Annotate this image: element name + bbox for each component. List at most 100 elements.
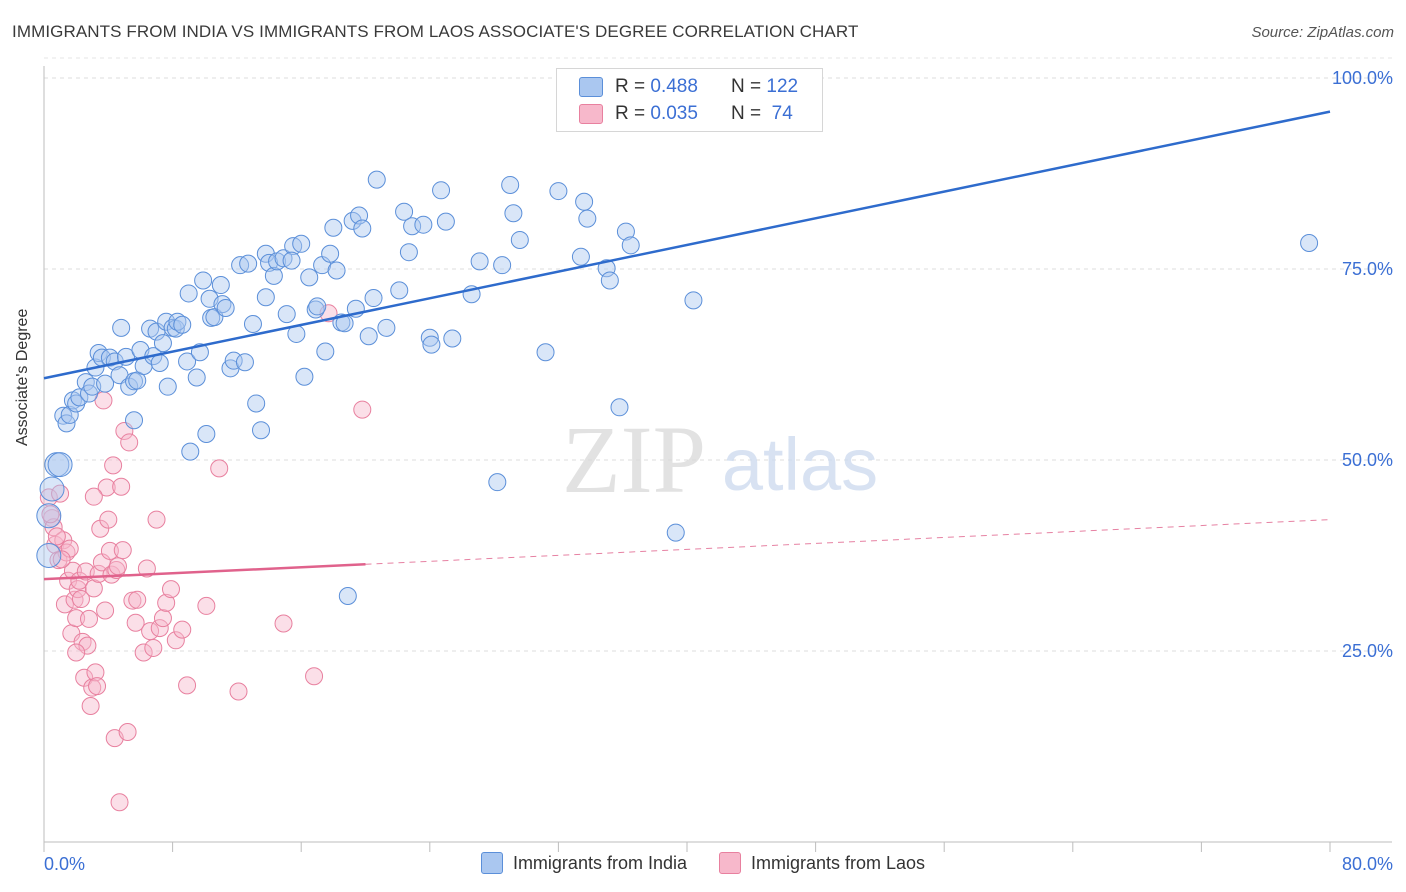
india-point — [501, 175, 520, 194]
watermark-zip: ZIP — [562, 406, 706, 513]
laos-trend-line-dashed — [365, 519, 1331, 565]
laos-point — [123, 591, 142, 610]
legend-item-india[interactable]: Immigrants from India — [480, 852, 687, 874]
legend-swatch-laos — [719, 852, 741, 874]
laos-point — [86, 663, 105, 682]
india-point — [112, 318, 131, 337]
laos-point — [63, 561, 82, 580]
india-point — [338, 586, 357, 605]
laos-point — [150, 619, 169, 638]
laos-swatch — [579, 104, 603, 124]
india-point — [316, 342, 335, 361]
y-tick-label: 75.0% — [1342, 259, 1393, 279]
india-point — [295, 367, 314, 386]
laos-point — [153, 609, 172, 628]
laos-point — [41, 505, 60, 524]
watermark-atlas: atlas — [722, 423, 878, 506]
india-point — [1300, 234, 1319, 253]
india-point — [575, 192, 594, 211]
laos-point — [161, 580, 180, 599]
india-point — [224, 351, 243, 370]
trend-lines — [43, 110, 1331, 581]
laos-point — [118, 722, 137, 741]
laos-n-value: 74 — [766, 103, 793, 124]
laos-point — [134, 643, 153, 662]
india-point — [321, 244, 340, 263]
laos-point — [173, 620, 192, 639]
y-tick-label: 25.0% — [1342, 641, 1393, 661]
legend-swatch-india — [480, 852, 503, 874]
india-point — [432, 181, 451, 200]
india-point — [264, 266, 283, 285]
laos-point — [229, 682, 248, 701]
laos-point — [144, 638, 163, 657]
india-point — [359, 327, 378, 346]
india-point — [536, 343, 555, 362]
india-point — [187, 368, 206, 387]
india-point — [403, 217, 422, 236]
india-point — [36, 543, 62, 568]
india-point — [327, 261, 346, 280]
legend-item-laos[interactable]: Immigrants from Laos — [719, 852, 925, 874]
india-point — [324, 218, 343, 237]
india-point — [666, 523, 685, 542]
india-point — [578, 209, 597, 228]
laos-point — [88, 677, 107, 696]
laos-point — [99, 510, 118, 529]
laos-point — [100, 541, 119, 560]
series-india-points — [36, 170, 1319, 605]
india-point — [70, 388, 89, 407]
india-point — [684, 291, 703, 310]
india-point — [422, 335, 441, 354]
india-point — [76, 373, 95, 392]
laos-point — [353, 400, 372, 419]
laos-point — [112, 477, 131, 496]
legend-label-laos: Immigrants from Laos — [751, 852, 926, 873]
india-point — [277, 305, 296, 324]
india-point — [197, 425, 216, 444]
laos-point — [110, 793, 129, 812]
axes — [43, 66, 1392, 852]
india-point — [181, 442, 200, 461]
india-point — [493, 256, 512, 275]
laos-point — [147, 510, 166, 529]
laos-r-label: R = — [615, 103, 651, 124]
laos-point — [137, 559, 156, 578]
india-point — [125, 411, 144, 430]
laos-point — [113, 541, 132, 560]
laos-point — [96, 601, 115, 620]
laos-point — [67, 609, 86, 628]
y-tick-label: 50.0% — [1342, 450, 1393, 470]
laos-point — [120, 433, 139, 452]
india-point — [420, 328, 439, 347]
india-point — [616, 222, 635, 241]
laos-point — [178, 676, 197, 695]
chart-source: Source: ZipAtlas.com — [1251, 24, 1394, 41]
laos-point — [274, 614, 293, 633]
india-point — [292, 234, 311, 253]
laos-point — [84, 579, 103, 598]
india-point — [158, 377, 177, 396]
india-point — [211, 276, 230, 295]
india-point — [600, 271, 619, 290]
laos-point — [84, 487, 103, 506]
india-point — [300, 268, 319, 287]
laos-point — [210, 459, 229, 478]
laos-point — [128, 590, 147, 609]
india-trend-line — [43, 110, 1331, 380]
laos-point — [47, 527, 66, 546]
india-point — [610, 398, 629, 417]
laos-point — [67, 643, 86, 662]
laos-point — [55, 595, 74, 614]
india-point — [153, 334, 172, 353]
india-point — [168, 312, 187, 331]
legend-label-india: Immigrants from India — [512, 852, 687, 873]
laos-point — [305, 667, 324, 686]
laos-point — [81, 697, 100, 716]
india-r-label: R = — [615, 76, 651, 97]
laos-trend-line-solid — [43, 563, 366, 581]
india-point — [150, 353, 169, 372]
india-point — [39, 476, 65, 502]
india-point — [256, 288, 275, 307]
